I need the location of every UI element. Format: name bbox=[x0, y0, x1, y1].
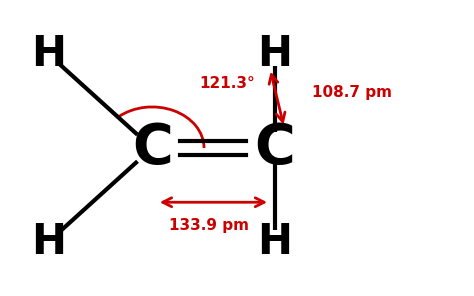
Text: H: H bbox=[31, 33, 66, 75]
Text: H: H bbox=[257, 33, 292, 75]
Text: 121.3°: 121.3° bbox=[199, 76, 255, 91]
Text: 108.7 pm: 108.7 pm bbox=[312, 85, 392, 100]
Text: C: C bbox=[255, 121, 295, 175]
Text: H: H bbox=[31, 221, 66, 263]
Text: C: C bbox=[132, 121, 173, 175]
Text: 133.9 pm: 133.9 pm bbox=[169, 218, 249, 233]
Text: H: H bbox=[257, 221, 292, 263]
